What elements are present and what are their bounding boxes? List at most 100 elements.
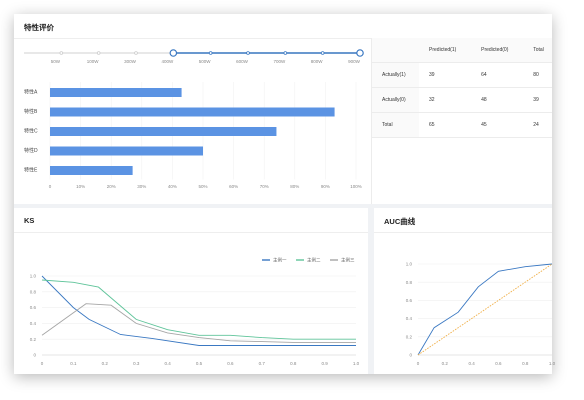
x-tick-label: 0.8 <box>522 361 529 366</box>
bar-category-label: 特性E <box>24 167 38 174</box>
legend-label: 主例三 <box>341 257 355 264</box>
bar-x-tick-label: 0 <box>49 184 52 189</box>
cell: 24 <box>523 112 552 138</box>
slider-dot <box>59 51 64 55</box>
x-tick-label: 0 <box>41 361 44 366</box>
bar <box>50 166 133 175</box>
bar <box>50 146 203 156</box>
bar <box>50 88 182 97</box>
slider-dot <box>320 51 325 55</box>
table-divider <box>371 38 372 204</box>
table-row: Actually(1) 39 64 80 <box>372 62 552 88</box>
bar-category-label: 特性C <box>24 128 38 135</box>
x-tick-label: 0.4 <box>164 361 171 366</box>
series-line-3 <box>41 303 356 343</box>
slider-tick-label: 400W <box>161 59 174 64</box>
auc-title: AUC曲线 <box>384 217 416 226</box>
row-label: Actually(1) <box>372 62 420 88</box>
bar-category-label: 特性D <box>24 147 38 154</box>
x-tick-label: 0.9 <box>321 361 328 366</box>
bar-x-tick-label: 10% <box>76 184 85 189</box>
x-tick-label: 0.2 <box>102 361 109 366</box>
bar-category-label: 特性B <box>24 108 38 115</box>
ks-line-chart: 0 0.2 0.4 0.6 0.8 1.0 0 0.1 0.2 0.3 0.4 0.5 0.6 0.7 0.… <box>30 257 360 366</box>
slider-tick-label: 900W <box>348 59 361 64</box>
series-line-2 <box>417 263 553 356</box>
y-tick-label: 0.2 <box>30 337 37 342</box>
x-tick-label: 0.1 <box>70 361 77 366</box>
cell: 39 <box>523 87 552 113</box>
bar-x-tick-label: 60% <box>229 184 238 189</box>
y-tick-label: 0.8 <box>30 289 37 294</box>
bar-x-tick-label: 90% <box>321 184 330 189</box>
slider-tick-label: 50W <box>51 59 61 64</box>
slider-tick-label: 100W <box>87 59 100 64</box>
slider-dot <box>246 51 250 55</box>
series-line-1 <box>41 275 356 346</box>
header-predicted-0: Predicted(0) <box>471 38 524 63</box>
bar-x-tick-label: 100% <box>350 184 362 189</box>
title-divider <box>374 232 552 233</box>
ks-title: KS <box>24 216 35 225</box>
cell: 39 <box>419 62 472 88</box>
slider-dot <box>134 51 138 55</box>
x-tick-label: 0.5 <box>196 361 203 366</box>
x-tick-label: 1.0 <box>549 361 556 366</box>
y-tick-label: 0 <box>409 353 412 358</box>
bar <box>50 107 335 117</box>
series-line-2 <box>41 279 356 340</box>
x-tick-label: 0.3 <box>133 361 140 366</box>
confusion-header-row: Predicted(1) Predicted(0) Total <box>372 38 552 63</box>
slider-handle-start[interactable] <box>169 49 178 57</box>
feature-eval-title: 特性评价 <box>24 23 54 32</box>
slider-dot <box>96 51 101 55</box>
x-tick-label: 0 <box>417 361 420 366</box>
x-tick-label: 0.7 <box>259 361 266 366</box>
feature-bar-chart: 0 10% 20% 30% 40% 50% 60% 70% 80% 90% 100% 特性A 特性B 特性… <box>24 82 362 189</box>
cell: 80 <box>523 62 552 88</box>
x-tick-label: 1.0 <box>353 361 360 366</box>
legend-label: 主例一 <box>273 257 287 264</box>
confusion-matrix: Predicted(1) Predicted(0) Total Actually… <box>372 38 552 138</box>
y-tick-label: 0.4 <box>406 316 413 321</box>
row-label: Actually(0) <box>372 87 420 113</box>
bar-x-tick-label: 30% <box>137 184 146 189</box>
y-tick-label: 0.8 <box>406 280 413 285</box>
table-row: Actually(0) 32 48 39 <box>372 87 552 113</box>
slider-tick-label: 300W <box>124 59 137 64</box>
slider-tick-label: 600W <box>236 59 249 64</box>
y-tick-label: 0.6 <box>406 298 413 303</box>
dashboard: 特性评价 50W 100W 300W 400W 500W 600W 700W 800W 900W… <box>14 14 556 374</box>
bar <box>50 127 277 136</box>
title-divider <box>14 232 368 233</box>
cell: 45 <box>471 112 524 138</box>
bar-x-tick-label: 50% <box>198 184 207 189</box>
slider-dot <box>283 51 288 55</box>
y-tick-label: 0 <box>33 353 36 358</box>
auc-line-chart: 0 0.2 0.4 0.6 0.8 1.0 0 0.2 0.4 0.6 0.8 1.0 <box>406 262 556 366</box>
slider-tick-label: 700W <box>273 59 286 64</box>
header-total: Total <box>523 38 552 63</box>
slider-dot <box>208 51 213 55</box>
header-predicted-1: Predicted(1) <box>419 38 472 63</box>
bar-category-label: 特性A <box>24 89 38 96</box>
slider-tick-label: 500W <box>199 59 212 64</box>
bar-x-tick-label: 40% <box>168 184 177 189</box>
cell: 65 <box>419 112 472 138</box>
row-label: Total <box>372 112 420 138</box>
title-divider <box>14 38 552 39</box>
bar-x-tick-label: 80% <box>290 184 299 189</box>
legend-label: 主例二 <box>307 257 321 264</box>
x-tick-label: 0.6 <box>495 361 502 366</box>
y-tick-label: 0.2 <box>406 334 413 339</box>
y-tick-label: 1.0 <box>30 274 37 279</box>
cell: 32 <box>419 87 472 113</box>
range-slider[interactable]: 50W 100W 300W 400W 500W 600W 700W 800W 900W <box>14 14 372 74</box>
header-corner <box>372 38 420 63</box>
slider-handle-end[interactable] <box>356 49 364 57</box>
x-tick-label: 0.4 <box>468 361 475 366</box>
slider-tick-label: 800W <box>311 59 324 64</box>
cell: 48 <box>471 87 524 113</box>
y-tick-label: 1.0 <box>406 262 413 267</box>
feature-eval-card: 特性评价 50W 100W 300W 400W 500W 600W 700W 800W 900W… <box>14 14 552 204</box>
